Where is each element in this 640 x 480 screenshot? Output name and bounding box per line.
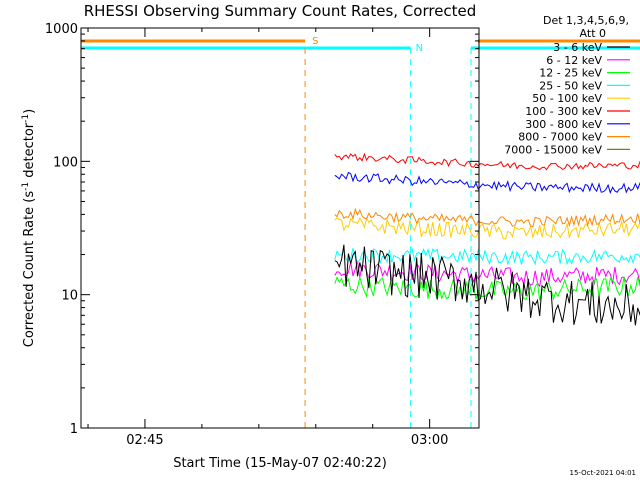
data-layer: SN: [81, 36, 640, 428]
series-line: [334, 216, 640, 240]
y-tick-label: 1000: [45, 22, 78, 37]
y-axis: 1 10 100 1000: [45, 22, 479, 437]
y-label-sup: -1: [21, 114, 31, 123]
x-tick-label: 03:00: [411, 433, 448, 448]
legend-entry-label: 300 - 800 keV: [525, 118, 602, 131]
series-100-300kev: [334, 152, 640, 171]
series-line: [334, 207, 640, 228]
y-label-part: Corrected Count Rate (s: [22, 191, 37, 348]
legend-entry-label: 6 - 12 keV: [546, 54, 602, 67]
y-label-part: detector: [22, 122, 37, 182]
legend-entry-label: 100 - 300 keV: [525, 105, 602, 118]
series-line: [334, 260, 640, 288]
series-3-6kev: [334, 244, 640, 326]
legend-header-line: Det 1,3,4,5,6,9,: [543, 14, 629, 27]
series-line: [334, 171, 640, 195]
series-800-7000kev: [334, 207, 640, 228]
series-6-12kev: [334, 260, 640, 288]
legend-entry-label: 7000 - 15000 keV: [504, 143, 602, 156]
series-25-50kev: [334, 247, 640, 266]
y-tick-label: 1: [70, 422, 78, 437]
x-tick-label: 02:45: [126, 433, 163, 448]
series-line: [334, 244, 640, 326]
y-tick-label: 100: [53, 155, 78, 170]
series-line: [334, 276, 640, 301]
y-label-sup: -1: [21, 182, 31, 191]
legend-entry-label: 50 - 100 keV: [532, 92, 602, 105]
saa-label: S: [312, 36, 318, 47]
legend-entry-label: 800 - 7000 keV: [518, 131, 602, 144]
night-label: N: [416, 43, 423, 54]
legend-entry-label: 3 - 6 keV: [553, 41, 602, 54]
legend-entry-label: 25 - 50 keV: [539, 79, 602, 92]
y-axis-label: Corrected Count Rate (s-1 detector-1): [21, 109, 37, 347]
series-300-800kev: [334, 171, 640, 195]
y-label-part: ): [22, 109, 37, 114]
series-50-100kev: [334, 216, 640, 240]
footer-date: 15-Oct-2021 04:01: [570, 469, 636, 477]
x-axis-label: Start Time (15-May-07 02:40:22): [173, 456, 387, 471]
y-tick-label: 10: [61, 289, 78, 304]
series-line: [334, 247, 640, 266]
series-12-25kev: [334, 276, 640, 301]
legend-entry-label: 12 - 25 keV: [539, 67, 602, 80]
chart-title: RHESSI Observing Summary Count Rates, Co…: [84, 2, 477, 20]
series-line: [334, 152, 640, 171]
legend-header-line: Att 0: [580, 27, 606, 40]
plot-frame: [80, 27, 480, 429]
